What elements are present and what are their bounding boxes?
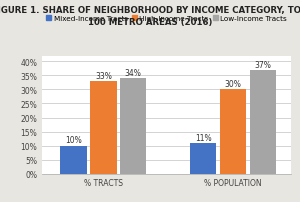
Text: 10%: 10% <box>65 136 82 145</box>
Text: 34%: 34% <box>125 69 142 78</box>
Bar <box>90 82 117 174</box>
Text: 11%: 11% <box>195 133 211 142</box>
Bar <box>60 146 87 174</box>
Bar <box>250 70 276 174</box>
Bar <box>190 143 216 174</box>
Text: FIGURE 1. SHARE OF NEIGHBORHOOD BY INCOME CATEGORY, TOP
100 METRO AREAS (2016): FIGURE 1. SHARE OF NEIGHBORHOOD BY INCOM… <box>0 6 300 27</box>
Bar <box>220 90 246 174</box>
Bar <box>120 79 146 174</box>
Text: 33%: 33% <box>95 72 112 81</box>
Text: 37%: 37% <box>254 60 271 69</box>
Text: 30%: 30% <box>224 80 241 89</box>
Legend: Mixed-Income Tracts, High-Income Tracts, Low-Income Tracts: Mixed-Income Tracts, High-Income Tracts,… <box>46 16 287 22</box>
